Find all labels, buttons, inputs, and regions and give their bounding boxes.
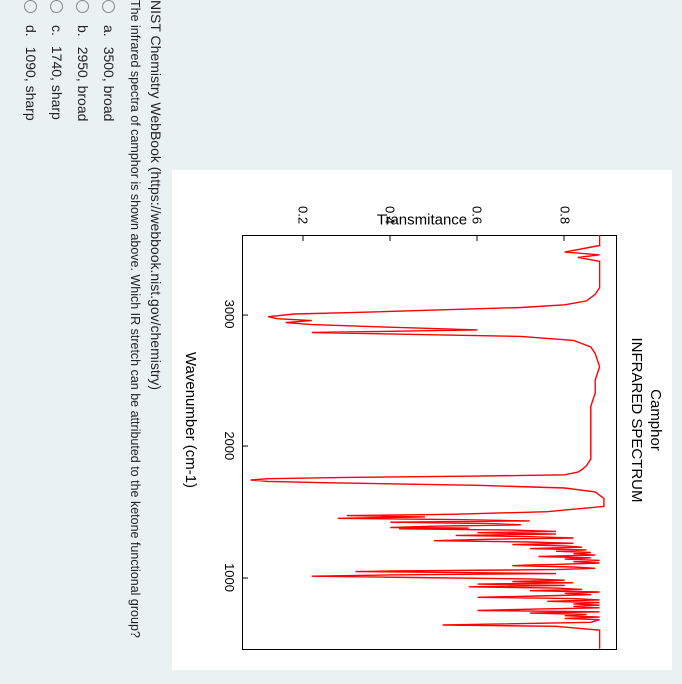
chart-subtitle: INFRARED SPECTRUM (628, 170, 647, 670)
options-group: a. 3500, broad b. 2950, broad c. 1740, s… (13, 0, 117, 121)
ir-chart: Camphor INFRARED SPECTRUM Transmitance W… (172, 170, 672, 670)
y-tick: 0.6 (470, 206, 485, 224)
radio-icon (25, 0, 38, 13)
x-axis-label: Wavenumber (cm-1) (182, 170, 199, 670)
y-tick: 0.8 (557, 206, 572, 224)
radio-icon (51, 0, 64, 13)
source-text: NIST Chemistry WebBook (https://webbook.… (148, 0, 164, 390)
radio-icon (77, 0, 90, 13)
option-letter: d. (23, 25, 39, 37)
option-d[interactable]: d. 1090, sharp (23, 0, 39, 121)
spectrum-trace (242, 235, 617, 650)
option-letter: c. (49, 25, 65, 36)
option-text: 2950, broad (75, 47, 91, 122)
radio-icon (103, 0, 116, 13)
option-text: 1090, sharp (23, 47, 39, 121)
option-text: 1740, sharp (49, 46, 65, 120)
option-c[interactable]: c. 1740, sharp (49, 0, 65, 121)
y-tick: 0.4 (383, 206, 398, 224)
chart-title: Camphor (647, 170, 672, 670)
x-tick: 3000 (222, 300, 237, 329)
option-letter: b. (75, 25, 91, 37)
option-b[interactable]: b. 2950, broad (75, 0, 91, 121)
y-tick: 0.2 (296, 206, 311, 224)
option-a[interactable]: a. 3500, broad (101, 0, 117, 121)
option-letter: a. (101, 25, 117, 37)
x-tick: 1000 (222, 563, 237, 592)
option-text: 3500, broad (101, 47, 117, 122)
question-text: The infrared spectra of camphor is shown… (128, 0, 142, 638)
x-tick: 2000 (222, 431, 237, 460)
